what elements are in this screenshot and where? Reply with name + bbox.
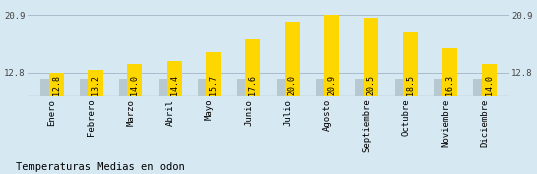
- Bar: [245, 39, 260, 96]
- Text: 16.3: 16.3: [445, 75, 454, 95]
- Bar: [80, 79, 95, 96]
- Text: 20.5: 20.5: [367, 75, 375, 95]
- Text: 14.0: 14.0: [484, 75, 494, 95]
- Bar: [316, 79, 331, 96]
- Text: 20.0: 20.0: [288, 75, 297, 95]
- Bar: [355, 79, 370, 96]
- Text: 18.5: 18.5: [406, 75, 415, 95]
- Text: 17.6: 17.6: [249, 75, 257, 95]
- Bar: [40, 79, 55, 96]
- Bar: [442, 48, 457, 96]
- Text: 13.2: 13.2: [91, 75, 100, 95]
- Bar: [473, 79, 488, 96]
- Bar: [324, 15, 339, 96]
- Bar: [277, 79, 292, 96]
- Bar: [158, 79, 173, 96]
- Bar: [198, 79, 213, 96]
- Text: 15.7: 15.7: [209, 75, 218, 95]
- Bar: [482, 64, 497, 96]
- Bar: [119, 79, 134, 96]
- Text: Temperaturas Medias en odon: Temperaturas Medias en odon: [16, 162, 185, 172]
- Bar: [364, 18, 379, 96]
- Text: 14.4: 14.4: [170, 75, 179, 95]
- Bar: [127, 64, 142, 96]
- Bar: [403, 32, 418, 96]
- Text: 12.8: 12.8: [52, 75, 61, 95]
- Bar: [285, 22, 300, 96]
- Bar: [434, 79, 449, 96]
- Bar: [206, 52, 221, 96]
- Bar: [237, 79, 252, 96]
- Text: 14.0: 14.0: [130, 75, 140, 95]
- Bar: [88, 70, 103, 96]
- Bar: [49, 73, 64, 96]
- Bar: [395, 79, 410, 96]
- Bar: [167, 61, 182, 96]
- Text: 20.9: 20.9: [327, 75, 336, 95]
